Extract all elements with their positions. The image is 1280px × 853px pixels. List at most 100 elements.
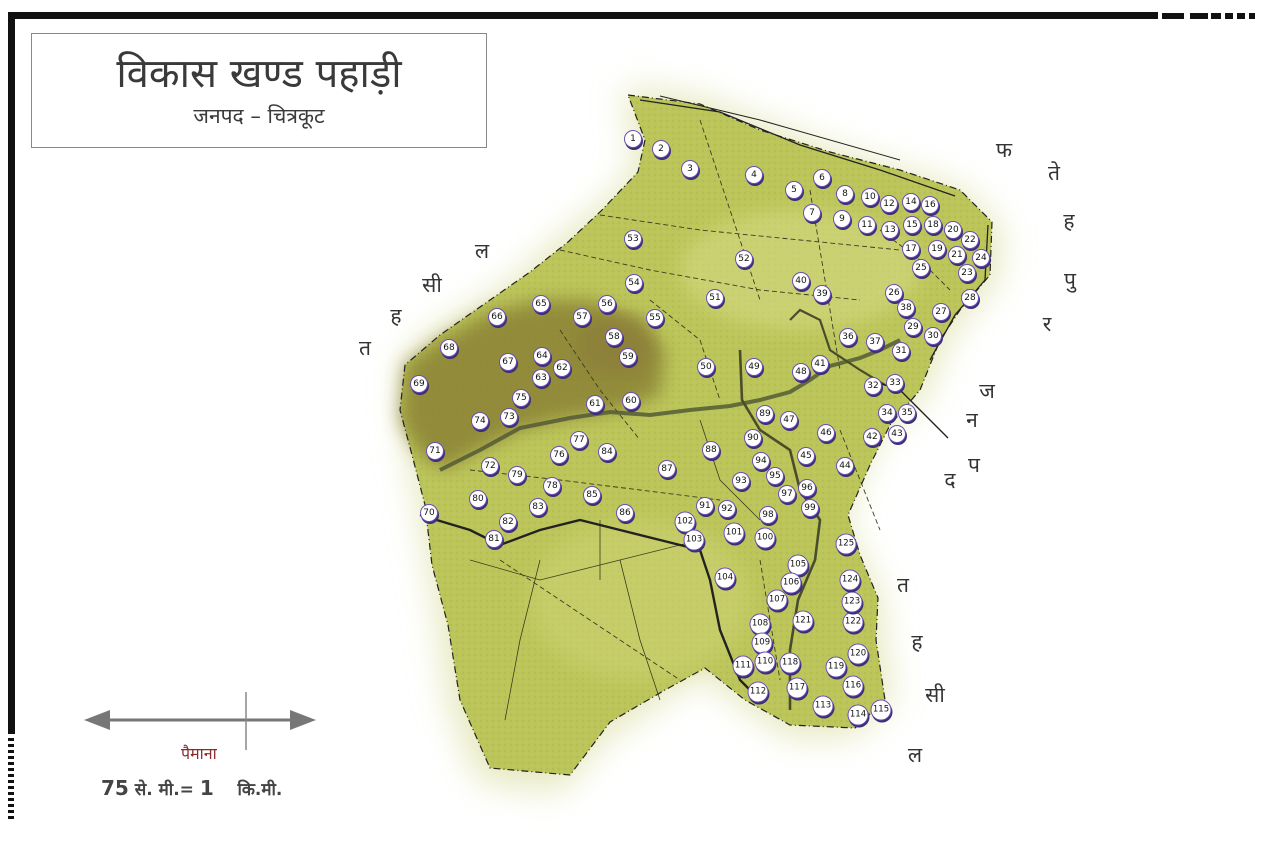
village-marker: 99 xyxy=(801,499,819,517)
frame-dash xyxy=(8,774,14,777)
frame-top-border xyxy=(8,12,1158,19)
frame-dash xyxy=(8,756,14,759)
village-marker: 28 xyxy=(961,289,979,307)
village-marker: 70 xyxy=(420,504,438,522)
village-marker: 61 xyxy=(586,395,604,413)
village-marker: 21 xyxy=(948,246,966,264)
frame-dash xyxy=(8,798,14,801)
village-marker: 7 xyxy=(803,204,821,222)
village-marker: 96 xyxy=(798,479,816,497)
side-label-right-tehsil-char: सी xyxy=(925,683,945,707)
frame-dash xyxy=(1225,13,1233,19)
village-marker: 53 xyxy=(624,230,642,248)
village-marker: 36 xyxy=(839,328,857,346)
frame-dash xyxy=(8,768,14,771)
village-marker: 19 xyxy=(928,240,946,258)
side-label-janpad-char: प xyxy=(968,453,980,477)
village-marker: 88 xyxy=(702,441,720,459)
village-marker: 48 xyxy=(792,363,810,381)
village-marker: 27 xyxy=(932,303,950,321)
village-marker: 63 xyxy=(532,369,550,387)
frame-dash xyxy=(8,744,14,747)
village-marker: 39 xyxy=(813,285,831,303)
frame-dash xyxy=(8,810,14,813)
village-marker: 60 xyxy=(622,392,640,410)
side-label-janpad-char: ज xyxy=(979,379,995,403)
side-label-right-tehsil-char: त xyxy=(897,573,909,597)
village-marker: 80 xyxy=(469,490,487,508)
village-marker: 97 xyxy=(778,485,796,503)
village-marker: 107 xyxy=(766,589,788,611)
village-marker: 112 xyxy=(747,681,769,703)
village-marker: 79 xyxy=(508,466,526,484)
scale-bar xyxy=(84,692,316,750)
village-marker: 116 xyxy=(842,675,864,697)
village-marker: 51 xyxy=(706,289,724,307)
side-label-right-tehsil-char: ल xyxy=(907,743,923,767)
village-marker: 3 xyxy=(681,160,699,178)
village-marker: 67 xyxy=(499,353,517,371)
frame-dash xyxy=(1237,13,1245,19)
village-marker: 17 xyxy=(902,240,920,258)
village-marker: 40 xyxy=(792,272,810,290)
frame-dash xyxy=(8,738,14,741)
village-marker: 74 xyxy=(471,412,489,430)
village-marker: 37 xyxy=(866,333,884,351)
village-marker: 14 xyxy=(902,193,920,211)
side-label-fatehpur-char: ह xyxy=(1063,209,1075,233)
side-label-fatehpur-char: ते xyxy=(1048,161,1060,185)
village-marker: 106 xyxy=(780,572,802,594)
village-marker: 122 xyxy=(842,611,864,633)
village-marker: 111 xyxy=(732,655,754,677)
village-marker: 86 xyxy=(616,504,634,522)
village-marker: 4 xyxy=(745,166,763,184)
village-marker: 121 xyxy=(792,610,814,632)
village-marker: 11 xyxy=(858,216,876,234)
village-marker: 12 xyxy=(880,195,898,213)
village-marker: 71 xyxy=(426,442,444,460)
village-marker: 77 xyxy=(570,431,588,449)
village-marker: 78 xyxy=(543,477,561,495)
village-marker: 43 xyxy=(888,425,906,443)
village-marker: 124 xyxy=(839,569,861,591)
village-marker: 110 xyxy=(754,651,776,673)
village-marker: 45 xyxy=(797,447,815,465)
frame-left-border xyxy=(8,12,15,734)
village-marker: 29 xyxy=(904,318,922,336)
side-label-fatehpur-char: पु xyxy=(1064,268,1076,292)
village-marker: 113 xyxy=(812,695,834,717)
village-marker: 117 xyxy=(786,677,808,699)
village-marker: 56 xyxy=(598,295,616,313)
map-title: विकास खण्ड पहाड़ी xyxy=(116,51,402,97)
village-marker: 9 xyxy=(833,210,851,228)
village-marker: 75 xyxy=(512,389,530,407)
side-label-left-tehsil-char: ल xyxy=(474,239,490,263)
village-marker: 59 xyxy=(619,348,637,366)
village-marker: 104 xyxy=(714,567,736,589)
village-marker: 2 xyxy=(652,140,670,158)
frame-dash xyxy=(1162,13,1184,19)
village-marker: 83 xyxy=(529,498,547,516)
frame-dash xyxy=(1249,13,1255,19)
village-marker: 57 xyxy=(573,308,591,326)
frame-dash xyxy=(8,804,14,807)
village-marker: 44 xyxy=(836,457,854,475)
village-marker: 25 xyxy=(912,259,930,277)
village-marker: 5 xyxy=(785,181,803,199)
village-marker: 123 xyxy=(841,591,863,613)
frame-dash xyxy=(8,762,14,765)
village-marker: 50 xyxy=(697,358,715,376)
village-marker: 33 xyxy=(886,374,904,392)
map-subtitle: जनपद – चित्रकूट xyxy=(193,104,325,128)
frame-dash xyxy=(8,816,14,819)
river-bend xyxy=(789,308,886,386)
village-marker: 73 xyxy=(500,408,518,426)
village-marker: 1 xyxy=(624,130,642,148)
village-marker: 100 xyxy=(754,527,776,549)
village-marker: 84 xyxy=(598,443,616,461)
village-marker: 10 xyxy=(861,188,879,206)
village-marker: 82 xyxy=(499,513,517,531)
village-marker: 20 xyxy=(944,221,962,239)
village-marker: 8 xyxy=(836,185,854,203)
